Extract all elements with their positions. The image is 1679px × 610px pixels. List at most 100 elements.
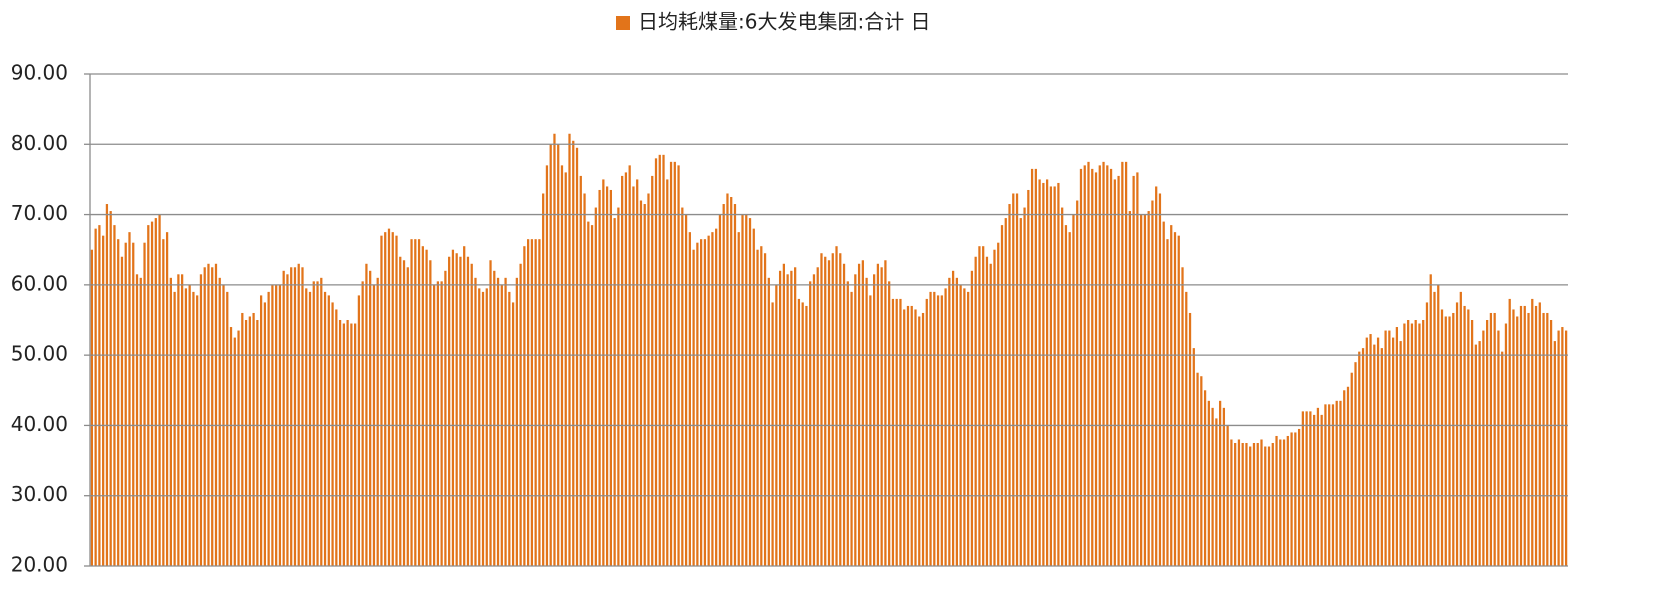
bar (1305, 411, 1308, 566)
bar (891, 298, 895, 566)
bar (1098, 165, 1101, 566)
bar (703, 239, 707, 566)
bar (850, 291, 853, 566)
bar (530, 239, 534, 566)
bar (726, 193, 729, 566)
bar (1549, 320, 1553, 566)
bar (1452, 312, 1455, 566)
bar (797, 298, 801, 566)
bar (301, 267, 304, 566)
bar (681, 207, 684, 567)
bar (414, 239, 417, 566)
bar (899, 298, 902, 566)
bar (801, 302, 804, 566)
bar (350, 323, 353, 566)
bar (481, 291, 485, 566)
bar (98, 225, 101, 566)
bar (399, 256, 402, 566)
bar (248, 316, 251, 566)
bar (955, 277, 958, 566)
bar (1181, 267, 1184, 566)
bar (1173, 232, 1177, 566)
bar (282, 270, 285, 566)
bar (1211, 407, 1214, 566)
bar (1128, 211, 1131, 567)
bar (395, 235, 398, 566)
bar (1519, 305, 1523, 566)
bar (1542, 312, 1545, 566)
bar (1158, 193, 1162, 566)
bar (1203, 390, 1207, 566)
bar (226, 291, 229, 566)
bar (196, 295, 199, 566)
bar (335, 309, 338, 566)
bar (993, 249, 996, 566)
bar (545, 165, 549, 566)
bar (564, 172, 567, 566)
bar (658, 154, 661, 567)
bar (244, 320, 248, 566)
bar (677, 165, 680, 566)
bar (1346, 386, 1350, 566)
bar (1091, 168, 1094, 566)
bar (895, 298, 898, 566)
bar (1192, 348, 1195, 566)
bar (854, 274, 857, 566)
bar (963, 288, 966, 566)
bar (760, 246, 763, 566)
bar (1207, 400, 1210, 566)
bar (1113, 179, 1116, 566)
bar (1395, 327, 1399, 566)
bar (1455, 302, 1459, 566)
bar (354, 323, 357, 566)
bar (673, 161, 676, 566)
bar (139, 277, 142, 566)
bar (1534, 305, 1538, 566)
bar (940, 295, 943, 566)
bar (1313, 414, 1316, 566)
bar (470, 263, 473, 566)
bar (1564, 330, 1568, 566)
bar (756, 249, 759, 566)
bar (1102, 161, 1105, 566)
bar (692, 249, 695, 566)
bar (767, 277, 770, 566)
bar (590, 225, 594, 566)
bar (293, 267, 297, 566)
bar (1038, 179, 1041, 566)
bar (1561, 327, 1564, 566)
bar (387, 228, 391, 566)
bar (1410, 323, 1414, 566)
bar (1196, 372, 1199, 566)
bar (1440, 309, 1444, 566)
bar (824, 256, 827, 566)
bar (921, 312, 925, 566)
bar (1045, 179, 1049, 566)
bar (241, 312, 244, 566)
bar (1282, 439, 1286, 566)
bar (1218, 400, 1222, 566)
bar (1444, 316, 1447, 566)
bar (1309, 411, 1312, 566)
bar (150, 221, 154, 566)
bar (1030, 168, 1034, 566)
bar (297, 263, 300, 566)
y-tick-label: 40.00 (11, 412, 68, 436)
bar (639, 200, 643, 566)
bar (1143, 214, 1147, 567)
bar (748, 218, 752, 567)
bar (478, 288, 481, 566)
bar (113, 225, 116, 566)
bar (1076, 200, 1079, 566)
bar (1516, 316, 1519, 566)
bar (1275, 435, 1278, 566)
bar (1072, 214, 1075, 567)
bar (444, 270, 447, 566)
bar (135, 274, 139, 566)
bar (609, 189, 613, 566)
bar (1008, 204, 1011, 566)
bar (1489, 312, 1493, 566)
bar (211, 267, 214, 566)
bar (669, 161, 673, 566)
